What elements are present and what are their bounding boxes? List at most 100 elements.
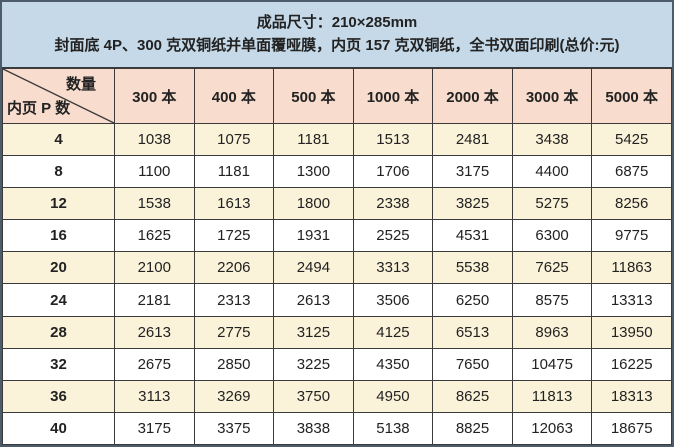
price-table-head: 数量 内页 P 数 300 本 400 本 500 本 1000 本 2000 本 300… xyxy=(2,68,672,124)
price-cell: 2850 xyxy=(193,347,275,381)
price-cell: 1038 xyxy=(114,122,195,157)
price-cell: 2775 xyxy=(193,315,275,349)
price-cell: 2338 xyxy=(352,187,434,221)
price-cell: 16225 xyxy=(591,347,672,381)
price-cell: 3375 xyxy=(193,411,275,446)
price-cell: 2206 xyxy=(193,251,275,285)
price-cell: 1100 xyxy=(114,155,195,189)
row-header-page-count: 24 xyxy=(2,283,115,317)
price-cell: 8625 xyxy=(432,379,513,413)
price-cell: 1625 xyxy=(114,219,195,253)
price-cell: 2100 xyxy=(114,251,195,285)
row-header-page-count: 4 xyxy=(2,122,115,157)
sheet-title-block: 成品尺寸：210×285mm 封面底 4P、300 克双铜纸并单面覆哑膜，内页 … xyxy=(2,2,672,68)
row-header-page-count: 8 xyxy=(2,155,115,189)
price-cell: 4531 xyxy=(432,219,513,253)
column-header-quantity: 3000 本 xyxy=(511,68,593,124)
price-cell: 1613 xyxy=(193,187,275,221)
price-cell: 6250 xyxy=(432,283,513,317)
price-cell: 1931 xyxy=(273,219,354,253)
price-cell: 11813 xyxy=(511,379,593,413)
price-cell: 1706 xyxy=(352,155,434,189)
table-row: 20 2100 2206 2494 3313 5538 7625 11863 xyxy=(2,251,672,285)
price-cell: 4400 xyxy=(511,155,593,189)
table-row: 12 1538 1613 1800 2338 3825 5275 8256 xyxy=(2,187,672,221)
table-row: 16 1625 1725 1931 2525 4531 6300 9775 xyxy=(2,219,672,253)
table-row: 4 1038 1075 1181 1513 2481 3438 5425 xyxy=(2,122,672,157)
price-cell: 5538 xyxy=(432,251,513,285)
price-cell: 10475 xyxy=(511,347,593,381)
price-cell: 3750 xyxy=(273,379,354,413)
price-cell: 8825 xyxy=(432,411,513,446)
price-cell: 6875 xyxy=(591,155,672,189)
column-header-quantity: 1000 本 xyxy=(352,68,434,124)
price-cell: 1300 xyxy=(273,155,354,189)
price-cell: 7650 xyxy=(432,347,513,381)
price-cell: 18675 xyxy=(591,411,672,446)
price-cell: 1513 xyxy=(352,122,434,157)
price-cell: 3313 xyxy=(352,251,434,285)
price-cell: 3506 xyxy=(352,283,434,317)
price-cell: 3269 xyxy=(193,379,275,413)
price-cell: 13950 xyxy=(591,315,672,349)
price-cell: 3113 xyxy=(114,379,195,413)
row-header-page-count: 40 xyxy=(2,411,115,446)
price-cell: 4950 xyxy=(352,379,434,413)
price-cell: 9775 xyxy=(591,219,672,253)
price-cell: 1181 xyxy=(273,122,354,157)
row-header-page-count: 16 xyxy=(2,219,115,253)
price-cell: 18313 xyxy=(591,379,672,413)
row-header-page-count: 20 xyxy=(2,251,115,285)
price-cell: 2525 xyxy=(352,219,434,253)
price-cell: 3175 xyxy=(432,155,513,189)
column-header-quantity: 400 本 xyxy=(193,68,275,124)
row-header-page-count: 28 xyxy=(2,315,115,349)
price-cell: 3175 xyxy=(114,411,195,446)
price-table-body: 4 1038 1075 1181 1513 2481 3438 5425 8 1100 1181 13… xyxy=(2,122,672,446)
row-header-page-count: 32 xyxy=(2,347,115,381)
column-header-row: 数量 内页 P 数 300 本 400 本 500 本 1000 本 2000 本 300… xyxy=(2,68,672,124)
price-cell: 3125 xyxy=(273,315,354,349)
column-header-quantity: 300 本 xyxy=(114,68,195,124)
price-cell: 6513 xyxy=(432,315,513,349)
price-cell: 4350 xyxy=(352,347,434,381)
price-cell: 2313 xyxy=(193,283,275,317)
price-cell: 3438 xyxy=(511,122,593,157)
finished-size-line: 成品尺寸：210×285mm xyxy=(256,14,418,31)
column-header-quantity: 500 本 xyxy=(273,68,354,124)
price-cell: 1725 xyxy=(193,219,275,253)
paper-spec-line: 封面底 4P、300 克双铜纸并单面覆哑膜，内页 157 克双铜纸，全书双面印刷… xyxy=(54,37,620,54)
column-header-quantity: 5000 本 xyxy=(591,68,672,124)
price-cell: 5425 xyxy=(591,122,672,157)
price-cell: 1181 xyxy=(193,155,275,189)
price-cell: 2481 xyxy=(432,122,513,157)
price-cell: 3838 xyxy=(273,411,354,446)
price-cell: 5275 xyxy=(511,187,593,221)
price-cell: 8575 xyxy=(511,283,593,317)
price-cell: 2613 xyxy=(273,283,354,317)
price-cell: 1075 xyxy=(193,122,275,157)
table-row: 8 1100 1181 1300 1706 3175 4400 6875 xyxy=(2,155,672,189)
price-cell: 7625 xyxy=(511,251,593,285)
corner-label-inner-pages: 内页 P 数 xyxy=(7,100,71,117)
price-cell: 8256 xyxy=(591,187,672,221)
price-cell: 12063 xyxy=(511,411,593,446)
price-cell: 1800 xyxy=(273,187,354,221)
table-row: 36 3113 3269 3750 4950 8625 11813 18313 xyxy=(2,379,672,413)
price-cell: 5138 xyxy=(352,411,434,446)
price-cell: 2494 xyxy=(273,251,354,285)
price-cell: 2613 xyxy=(114,315,195,349)
price-cell: 11863 xyxy=(591,251,672,285)
table-row: 28 2613 2775 3125 4125 6513 8963 13950 xyxy=(2,315,672,349)
price-cell: 3825 xyxy=(432,187,513,221)
row-header-page-count: 12 xyxy=(2,187,115,221)
price-cell: 6300 xyxy=(511,219,593,253)
price-cell: 8963 xyxy=(511,315,593,349)
table-row: 24 2181 2313 2613 3506 6250 8575 13313 xyxy=(2,283,672,317)
price-cell: 2181 xyxy=(114,283,195,317)
price-cell: 4125 xyxy=(352,315,434,349)
table-row: 32 2675 2850 3225 4350 7650 10475 16225 xyxy=(2,347,672,381)
column-header-quantity: 2000 本 xyxy=(432,68,513,124)
price-cell: 13313 xyxy=(591,283,672,317)
